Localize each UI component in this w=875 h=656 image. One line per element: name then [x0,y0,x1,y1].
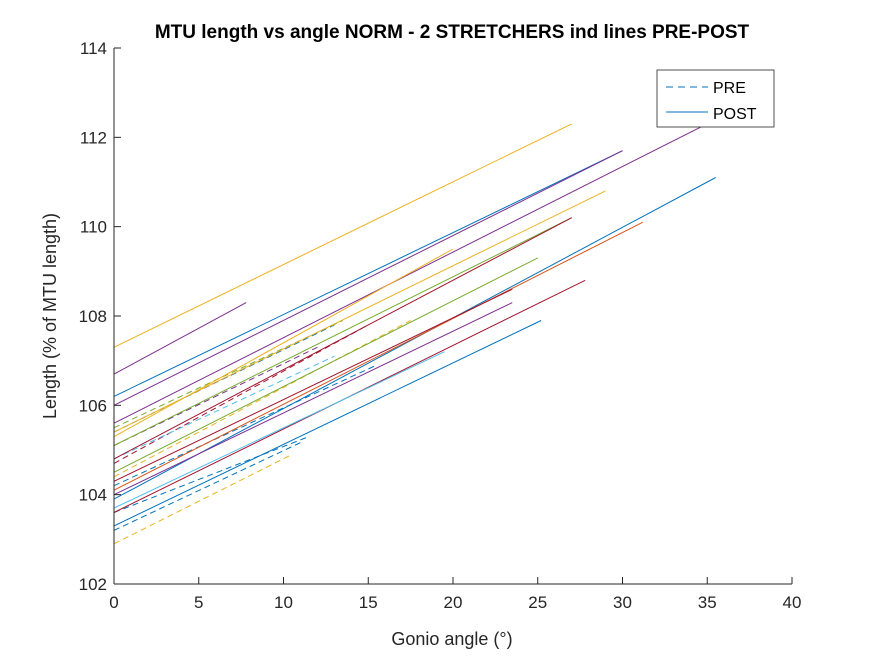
x-axis-label: Gonio angle (°) [391,629,512,649]
y-tick-label: 104 [79,486,107,505]
post-line-18 [113,217,572,446]
pre-line-6 [113,320,411,478]
y-tick-label: 110 [80,218,107,237]
plot-area: 0 5 10 15 20 25 30 35 40 102 104 106 108 110 112 114 [79,39,802,612]
x-tick-label: 0 [109,593,118,612]
x-tick-label: 40 [783,593,802,612]
x-tick-label: 30 [613,593,632,612]
pre-line-10 [113,364,377,487]
post-line-17 [113,190,606,433]
post-line-27 [113,320,542,527]
post-line-13 [113,150,623,397]
post-line-19 [113,217,572,460]
series-layer [113,119,716,545]
pre-line-5 [113,324,369,464]
post-line-21 [113,221,644,491]
pre-line-1 [113,436,310,513]
legend-box [656,69,775,128]
x-tick-label: 10 [274,593,293,612]
pre-line-9 [113,355,335,460]
post-line-11 [113,302,247,375]
post-line-22 [113,257,539,473]
x-tick-label: 15 [359,593,378,612]
post-line-15 [113,177,716,500]
axes-layer: 0 5 10 15 20 25 30 35 40 102 104 106 108 110 112 114 [79,39,802,612]
y-axis-label: Length (% of MTU length) [40,213,60,419]
pre-line-7 [113,346,318,446]
post-line-12 [113,123,572,348]
post-line-20 [113,248,454,438]
x-tick-label: 25 [528,593,547,612]
post-line-14 [113,119,716,424]
legend-post-label: POST [713,106,757,123]
chart-title: MTU length vs angle NORM - 2 STRETCHERS … [155,22,750,43]
y-tick-label: 106 [79,396,107,415]
pre-line-3 [113,440,305,531]
post-line-16 [113,150,623,406]
post-line-26 [113,351,445,509]
y-tick-label: 102 [79,575,107,594]
legend: PRE POST [656,69,775,128]
y-tick-label: 112 [80,128,107,147]
y-tick-label: 114 [80,39,107,58]
legend-pre-label: PRE [713,80,746,97]
x-tick-label: 5 [194,593,203,612]
y-tick-label: 108 [79,307,107,326]
post-line-24 [113,302,513,496]
x-tick-label: 35 [698,593,717,612]
pre-line-2 [113,454,293,545]
post-line-23 [113,288,513,482]
x-tick-label: 20 [444,593,463,612]
